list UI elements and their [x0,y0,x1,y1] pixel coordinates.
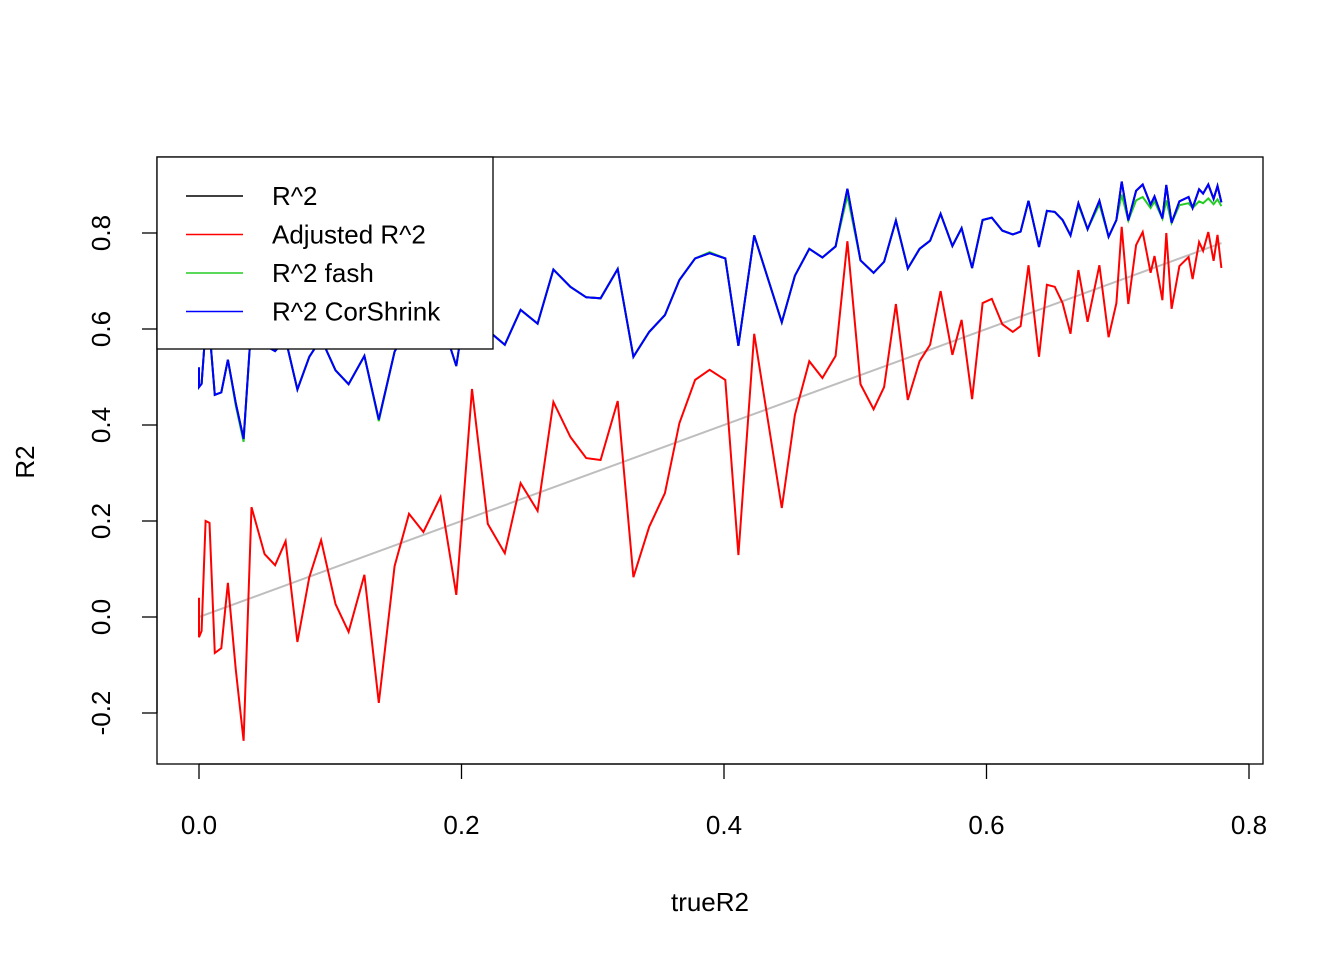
legend-label: R^2 [272,181,317,211]
x-tick-label: 0.6 [968,810,1004,840]
legend-label: R^2 fash [272,258,374,288]
legend-label: Adjusted R^2 [272,220,426,250]
x-tick-label: 0.8 [1231,810,1267,840]
x-axis-label: trueR2 [671,887,749,917]
y-tick-label: 0.2 [86,503,116,539]
y-tick-label: 0.8 [86,215,116,251]
y-tick-label: 0.6 [86,311,116,347]
y-tick-label: 0.0 [86,599,116,635]
y-axis-label: R2 [10,445,40,478]
x-tick-label: 0.0 [181,810,217,840]
reference-line [198,242,1222,618]
y-tick-label: -0.2 [86,691,116,736]
series-line-adjusted-r-2 [198,226,1223,741]
legend: R^2 Adjusted R^2 R^2 fash R^2 CorShrink [156,156,494,350]
legend-label: R^2 CorShrink [272,297,441,327]
y-tick-label: 0.4 [86,407,116,443]
x-tick-label: 0.4 [706,810,742,840]
x-tick-label: 0.2 [443,810,479,840]
legend-box [156,156,494,350]
